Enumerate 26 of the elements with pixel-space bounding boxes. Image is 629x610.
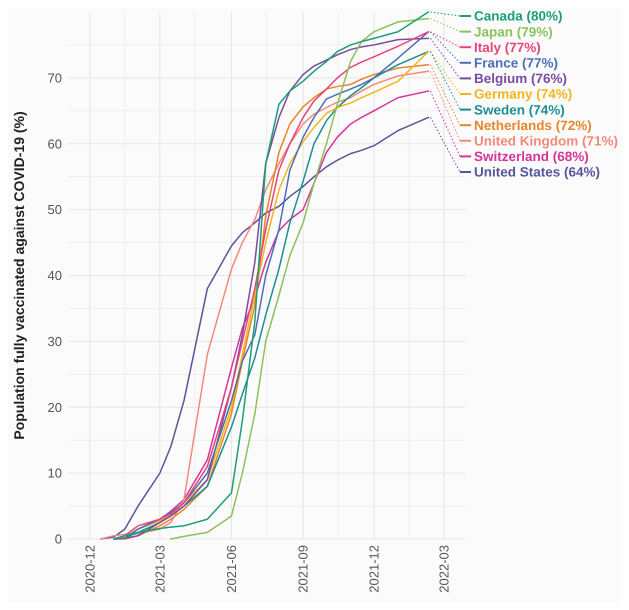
- x-tick-label: 2022-03: [436, 545, 452, 593]
- legend-label: Netherlands (72%): [474, 118, 592, 133]
- legend-label: Italy (77%): [474, 40, 541, 55]
- x-tick-label: 2020-12: [82, 545, 98, 593]
- y-tick-label: 0: [54, 532, 62, 547]
- y-tick-label: 70: [48, 70, 62, 86]
- legend-label: Germany (74%): [474, 86, 572, 102]
- y-tick-label: 10: [48, 466, 62, 481]
- x-tick-label: 2021-03: [152, 545, 168, 593]
- x-tick-label: 2021-12: [366, 545, 382, 593]
- y-tick-label: 60: [48, 136, 62, 152]
- legend-label: Belgium (76%): [474, 71, 568, 86]
- legend-label: Switzerland (68%): [474, 149, 589, 164]
- y-tick-label: 20: [48, 400, 62, 415]
- y-tick-label: 50: [48, 202, 62, 218]
- legend-label: United States (64%): [474, 164, 600, 180]
- y-tick-label: 40: [48, 268, 62, 284]
- legend-label: Japan (79%): [474, 24, 553, 40]
- legend-label: Sweden (74%): [474, 102, 565, 118]
- legend-label: Canada (80%): [474, 8, 563, 24]
- y-tick-label: 30: [48, 334, 62, 349]
- y-axis-title: Population fully vaccinated against COVID-19 (%): [11, 111, 27, 440]
- legend-label: France (77%): [474, 56, 558, 71]
- x-tick-label: 2021-09: [296, 545, 311, 593]
- legend-label: United Kingdom (71%): [474, 134, 618, 149]
- x-tick-label: 2021-06: [224, 545, 240, 593]
